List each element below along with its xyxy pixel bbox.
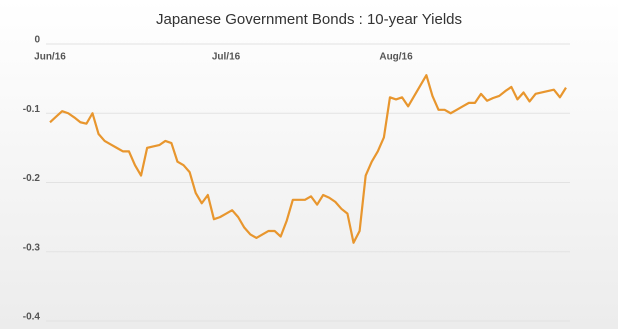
y-tick-label: -0.1: [23, 104, 41, 115]
chart-title: Japanese Government Bonds : 10-year Yiel…: [156, 11, 462, 28]
x-tick-label: Jul/16: [212, 52, 241, 63]
y-tick-label: -0.3: [23, 242, 41, 253]
y-tick-label: 0: [34, 35, 40, 46]
data-line: [49, 74, 567, 244]
x-tick-label: Jun/16: [34, 52, 66, 63]
y-tick-label: -0.2: [23, 173, 41, 184]
y-tick-label: -0.4: [23, 312, 41, 323]
x-tick-label: Aug/16: [379, 52, 413, 63]
